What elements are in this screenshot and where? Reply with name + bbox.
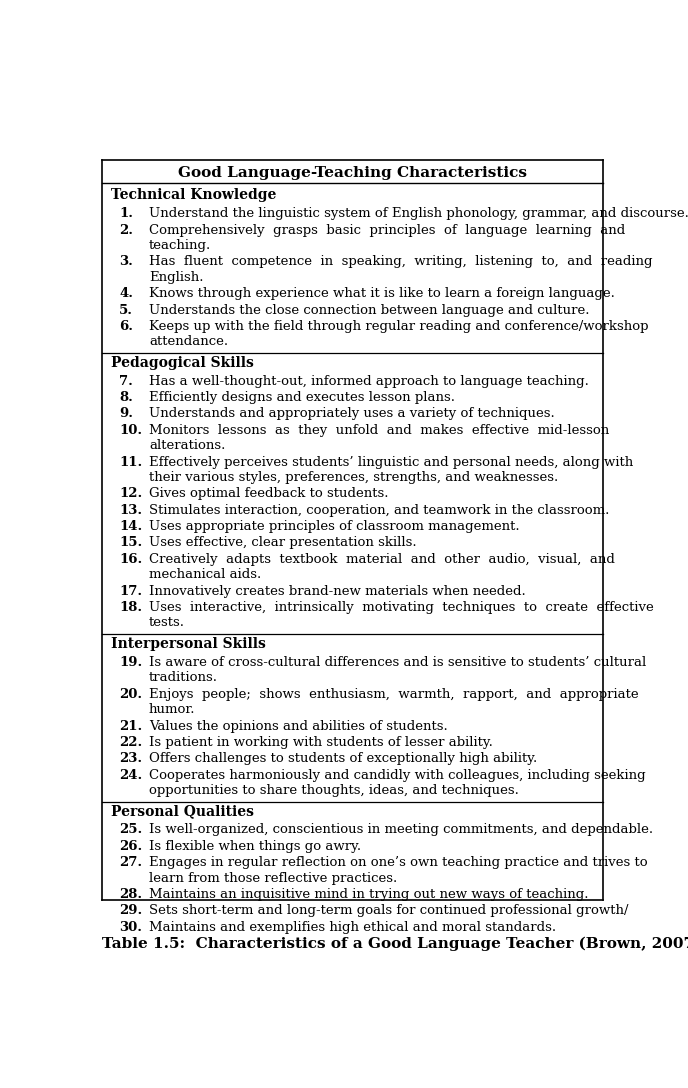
Text: 23.: 23. <box>119 752 142 765</box>
Text: 10.: 10. <box>119 423 142 436</box>
Text: 27.: 27. <box>119 856 142 869</box>
Text: Knows through experience what it is like to learn a foreign language.: Knows through experience what it is like… <box>149 287 615 300</box>
Text: 6.: 6. <box>119 320 133 333</box>
Text: Stimulates interaction, cooperation, and teamwork in the classroom.: Stimulates interaction, cooperation, and… <box>149 504 610 517</box>
Text: teaching.: teaching. <box>149 239 211 252</box>
Text: Enjoys  people;  shows  enthusiasm,  warmth,  rapport,  and  appropriate: Enjoys people; shows enthusiasm, warmth,… <box>149 688 638 701</box>
Text: 17.: 17. <box>119 584 142 597</box>
Text: Maintains and exemplifies high ethical and moral standards.: Maintains and exemplifies high ethical a… <box>149 920 556 934</box>
Text: Is flexible when things go awry.: Is flexible when things go awry. <box>149 840 361 853</box>
Text: opportunities to share thoughts, ideas, and techniques.: opportunities to share thoughts, ideas, … <box>149 784 519 798</box>
Text: Has a well-thought-out, informed approach to language teaching.: Has a well-thought-out, informed approac… <box>149 374 589 387</box>
Text: 9.: 9. <box>119 407 133 420</box>
Text: Table 1.5:  Characteristics of a Good Language Teacher (Brown, 2007, p.491): Table 1.5: Characteristics of a Good Lan… <box>102 937 688 951</box>
Text: 16.: 16. <box>119 553 142 566</box>
Text: 28.: 28. <box>119 888 142 901</box>
Text: Interpersonal Skills: Interpersonal Skills <box>111 636 266 651</box>
Text: 2.: 2. <box>119 223 133 236</box>
Text: Engages in regular reflection on one’s own teaching practice and trives to: Engages in regular reflection on one’s o… <box>149 856 647 869</box>
Text: Maintains an inquisitive mind in trying out new ways of teaching.: Maintains an inquisitive mind in trying … <box>149 888 588 901</box>
Text: Offers challenges to students of exceptionally high ability.: Offers challenges to students of excepti… <box>149 752 537 765</box>
Text: English.: English. <box>149 271 204 284</box>
Text: Good Language-Teaching Characteristics: Good Language-Teaching Characteristics <box>178 165 527 180</box>
Text: Monitors  lessons  as  they  unfold  and  makes  effective  mid-lesson: Monitors lessons as they unfold and make… <box>149 423 609 436</box>
Text: learn from those reflective practices.: learn from those reflective practices. <box>149 871 397 885</box>
Text: tests.: tests. <box>149 617 185 630</box>
Text: 14.: 14. <box>119 520 142 533</box>
Text: 24.: 24. <box>119 768 142 781</box>
Text: 30.: 30. <box>119 920 142 934</box>
Text: 19.: 19. <box>119 656 142 669</box>
Text: Keeps up with the field through regular reading and conference/workshop: Keeps up with the field through regular … <box>149 320 648 333</box>
Text: 4.: 4. <box>119 287 133 300</box>
Text: Values the opinions and abilities of students.: Values the opinions and abilities of stu… <box>149 719 448 732</box>
Text: traditions.: traditions. <box>149 671 218 684</box>
Text: 11.: 11. <box>119 456 142 469</box>
Text: 3.: 3. <box>119 256 133 269</box>
Text: Is well-organized, conscientious in meeting commitments, and dependable.: Is well-organized, conscientious in meet… <box>149 824 653 837</box>
Text: attendance.: attendance. <box>149 335 228 348</box>
Text: 22.: 22. <box>119 735 142 749</box>
Text: Understands the close connection between language and culture.: Understands the close connection between… <box>149 304 590 317</box>
Text: Effectively perceives students’ linguistic and personal needs, along with: Effectively perceives students’ linguist… <box>149 456 633 469</box>
Text: Is aware of cross-cultural differences and is sensitive to students’ cultural: Is aware of cross-cultural differences a… <box>149 656 646 669</box>
Text: their various styles, preferences, strengths, and weaknesses.: their various styles, preferences, stren… <box>149 471 558 484</box>
Text: Cooperates harmoniously and candidly with colleagues, including seeking: Cooperates harmoniously and candidly wit… <box>149 768 645 781</box>
Text: 1.: 1. <box>119 207 133 220</box>
Text: Efficiently designs and executes lesson plans.: Efficiently designs and executes lesson … <box>149 391 455 404</box>
Text: 20.: 20. <box>119 688 142 701</box>
Text: Has  fluent  competence  in  speaking,  writing,  listening  to,  and  reading: Has fluent competence in speaking, writi… <box>149 256 652 269</box>
Text: 21.: 21. <box>119 719 142 732</box>
Text: 8.: 8. <box>119 391 133 404</box>
Text: 29.: 29. <box>119 904 142 917</box>
Text: alterations.: alterations. <box>149 440 225 453</box>
Text: mechanical aids.: mechanical aids. <box>149 568 261 581</box>
Text: humor.: humor. <box>149 703 195 716</box>
Text: 18.: 18. <box>119 601 142 614</box>
Text: 12.: 12. <box>119 487 142 500</box>
Text: Is patient in working with students of lesser ability.: Is patient in working with students of l… <box>149 735 493 749</box>
Text: Gives optimal feedback to students.: Gives optimal feedback to students. <box>149 487 389 500</box>
Text: 26.: 26. <box>119 840 142 853</box>
Text: 25.: 25. <box>119 824 142 837</box>
Text: 13.: 13. <box>119 504 142 517</box>
Text: 5.: 5. <box>119 304 133 317</box>
Text: Pedagogical Skills: Pedagogical Skills <box>111 356 253 370</box>
Text: Comprehensively  grasps  basic  principles  of  language  learning  and: Comprehensively grasps basic principles … <box>149 223 625 236</box>
Text: 7.: 7. <box>119 374 133 387</box>
Text: Understands and appropriately uses a variety of techniques.: Understands and appropriately uses a var… <box>149 407 555 420</box>
Text: Sets short-term and long-term goals for continued professional growth/: Sets short-term and long-term goals for … <box>149 904 628 917</box>
Text: Technical Knowledge: Technical Knowledge <box>111 188 276 202</box>
Text: Uses  interactive,  intrinsically  motivating  techniques  to  create  effective: Uses interactive, intrinsically motivati… <box>149 601 654 614</box>
Text: Understand the linguistic system of English phonology, grammar, and discourse.: Understand the linguistic system of Engl… <box>149 207 688 220</box>
Text: 15.: 15. <box>119 536 142 549</box>
Text: Personal Qualities: Personal Qualities <box>111 804 253 818</box>
Text: Innovatively creates brand-new materials when needed.: Innovatively creates brand-new materials… <box>149 584 526 597</box>
Text: Creatively  adapts  textbook  material  and  other  audio,  visual,  and: Creatively adapts textbook material and … <box>149 553 615 566</box>
Text: Uses appropriate principles of classroom management.: Uses appropriate principles of classroom… <box>149 520 519 533</box>
Text: Uses effective, clear presentation skills.: Uses effective, clear presentation skill… <box>149 536 416 549</box>
